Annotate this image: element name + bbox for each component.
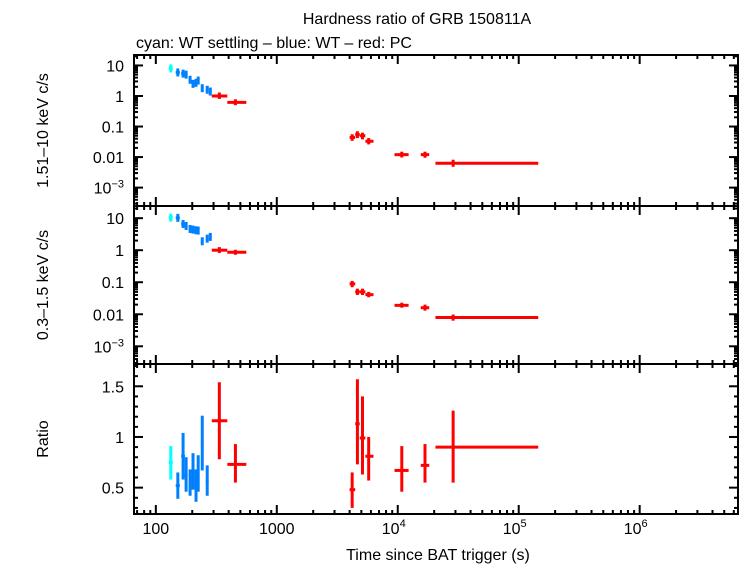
panel-ratio: 1.5 1 0.5 Ratio: [35, 363, 739, 515]
data-point: [181, 432, 185, 480]
panel-frame: [133, 205, 739, 365]
data-point: [208, 232, 212, 241]
data-point: [205, 234, 209, 243]
data-point: [200, 237, 204, 246]
data-point: [394, 446, 409, 492]
data-point: [211, 92, 228, 99]
panel-frame: [133, 54, 739, 207]
y-tick-label: 10: [106, 211, 124, 228]
data-point: [208, 87, 212, 96]
data-point: [359, 132, 366, 140]
y-tick-label: 0.1: [102, 120, 124, 137]
data-point: [227, 99, 247, 106]
panel-soft: 10 1 0.1 0.01 10−3 0.3–1.5 keV c/s: [35, 205, 739, 365]
data-point: [175, 472, 180, 499]
data-point: [394, 151, 409, 158]
series-wt: [175, 415, 209, 502]
data-point: [359, 288, 366, 295]
data-point: [184, 221, 188, 230]
data-point: [435, 314, 539, 321]
data-point: [188, 469, 192, 496]
data-point: [175, 68, 180, 77]
data-point: [359, 396, 366, 475]
data-point: [181, 69, 185, 78]
series-pc: [211, 92, 539, 167]
series-wt: [175, 213, 212, 246]
data-point: [211, 382, 228, 460]
y-tick-label: 0.01: [93, 150, 124, 167]
data-point: [175, 213, 180, 222]
panel-frame: [133, 363, 739, 515]
data-point: [196, 226, 200, 235]
data-point: [420, 304, 430, 311]
series-pc: [211, 247, 539, 321]
data-point: [200, 415, 204, 471]
y-axis-label-hard: 1.51–10 keV c/s: [35, 73, 52, 188]
data-point: [181, 219, 185, 228]
data-point: [355, 288, 360, 295]
x-axis-label: Time since BAT trigger (s): [346, 547, 530, 564]
data-point: [196, 76, 200, 85]
data-point: [394, 302, 409, 308]
data-point: [168, 213, 173, 222]
data-point: [365, 436, 374, 481]
data-point: [349, 280, 356, 288]
series-wt_settling: [168, 213, 173, 222]
data-point: [188, 224, 192, 233]
data-point: [365, 291, 374, 298]
data-point: [191, 79, 195, 88]
data-point: [420, 151, 430, 158]
data-point: [435, 410, 539, 483]
x-tick-label: 1000: [259, 521, 295, 538]
data-point: [355, 379, 360, 465]
series-wt_settling: [168, 64, 173, 73]
x-tick-label: 104: [382, 518, 406, 538]
data-point: [191, 453, 195, 490]
data-point: [205, 85, 209, 94]
data-point: [211, 247, 228, 253]
y-tick-label: 10: [106, 58, 124, 75]
data-point: [188, 75, 192, 84]
data-point: [355, 131, 360, 139]
y-tick-label: 1.5: [102, 379, 124, 396]
x-tick-label: 106: [624, 518, 648, 538]
data-point: [196, 455, 200, 492]
data-point: [184, 457, 188, 492]
y-tick-label: 10−3: [94, 179, 124, 198]
y-axis-label-ratio: Ratio: [35, 420, 52, 457]
y-tick-label: 0.1: [102, 275, 124, 292]
data-point: [227, 444, 247, 483]
chart-subtitle: cyan: WT settling – blue: WT – red: PC: [136, 35, 412, 52]
y-tick-label: 1: [115, 430, 124, 447]
data-point: [184, 70, 188, 79]
data-point: [168, 64, 173, 73]
y-tick-label: 10−3: [94, 337, 124, 356]
data-point: [168, 446, 173, 480]
data-point: [227, 249, 247, 255]
y-axis-label-soft: 0.3–1.5 keV c/s: [35, 230, 52, 340]
y-tick-label: 0.01: [93, 307, 124, 324]
data-point: [191, 225, 195, 234]
data-point: [349, 134, 356, 141]
data-point: [420, 444, 430, 483]
y-tick-label: 1: [115, 89, 124, 106]
data-point: [435, 159, 539, 167]
series-wt: [175, 68, 212, 96]
chart-title: Hardness ratio of GRB 150811A: [303, 11, 532, 28]
series-pc: [211, 379, 539, 508]
data-point: [349, 472, 356, 508]
data-point: [365, 138, 374, 145]
data-point: [200, 84, 204, 93]
data-point: [205, 465, 209, 496]
y-tick-label: 1: [115, 243, 124, 260]
x-tick-label: 105: [503, 518, 527, 538]
y-tick-label: 0.5: [102, 481, 124, 498]
series-wt_settling: [168, 446, 173, 480]
panel-hard: 10 1 0.1 0.01 10−3 1.51–10 keV c/s: [35, 54, 739, 207]
x-tick-label: 100: [142, 521, 169, 538]
